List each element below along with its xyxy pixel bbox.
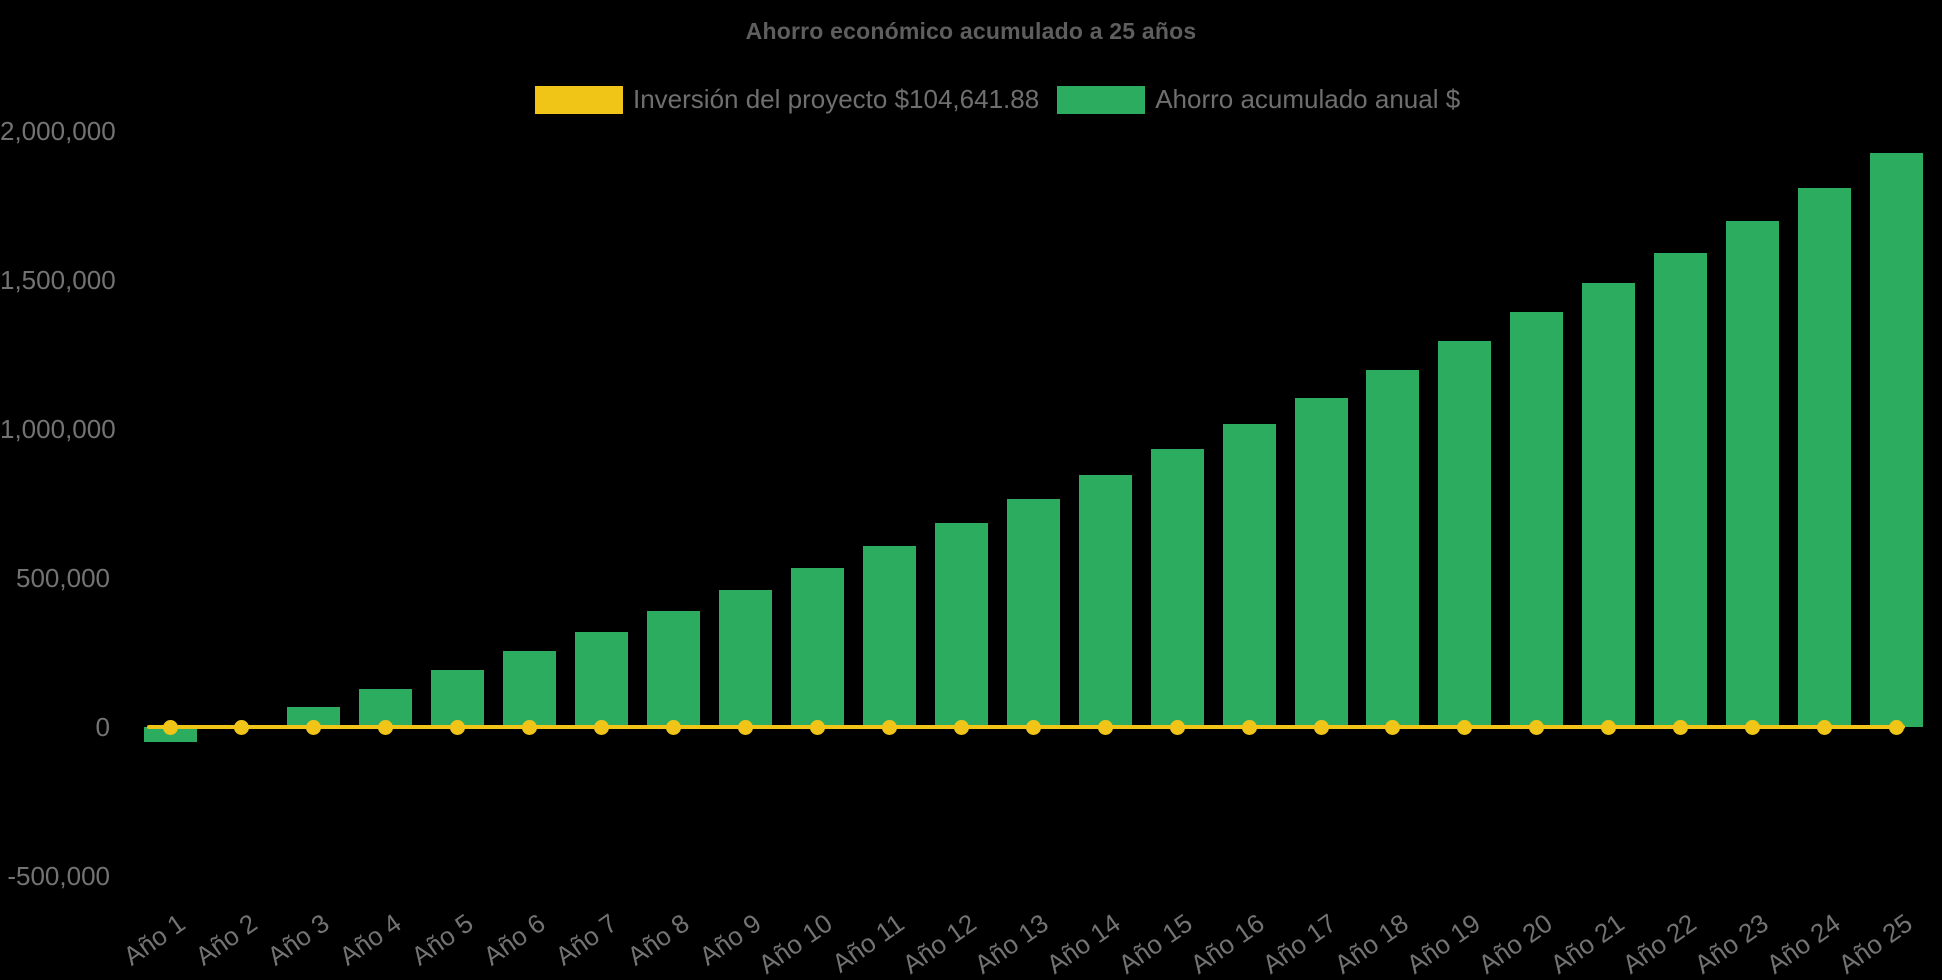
investment-point-año-1[interactable] bbox=[162, 719, 178, 735]
investment-point-año-7[interactable] bbox=[594, 719, 610, 735]
x-axis-label-año-15: Año 15 bbox=[1113, 907, 1198, 980]
bar-año-12[interactable] bbox=[934, 522, 988, 727]
investment-point-año-16[interactable] bbox=[1241, 719, 1257, 735]
x-axis-label-año-20: Año 20 bbox=[1472, 907, 1558, 980]
legend-label-investment: Inversión del proyecto $104,641.88 bbox=[633, 84, 1040, 114]
investment-point-año-14[interactable] bbox=[1097, 719, 1113, 735]
x-axis-label-año-17: Año 17 bbox=[1256, 907, 1342, 980]
investment-point-año-18[interactable] bbox=[1385, 719, 1401, 735]
bar-año-16[interactable] bbox=[1222, 423, 1276, 727]
bar-año-14[interactable] bbox=[1078, 474, 1132, 727]
investment-point-año-6[interactable] bbox=[522, 719, 538, 735]
investment-point-año-10[interactable] bbox=[809, 719, 825, 735]
y-axis-tick-label: 0 bbox=[95, 712, 110, 742]
investment-point-año-15[interactable] bbox=[1169, 719, 1185, 735]
legend: Inversión del proyecto $104,641.88 Ahorr… bbox=[535, 84, 1460, 115]
x-axis-label-año-13: Año 13 bbox=[969, 907, 1054, 980]
bar-año-11[interactable] bbox=[862, 546, 916, 727]
x-axis-label-año-23: Año 23 bbox=[1688, 907, 1774, 980]
x-axis-label-año-2: Año 2 bbox=[189, 907, 263, 972]
investment-point-año-21[interactable] bbox=[1601, 719, 1617, 735]
bar-año-13[interactable] bbox=[1006, 499, 1060, 727]
x-axis-label-año-14: Año 14 bbox=[1041, 907, 1126, 980]
bar-año-3[interactable] bbox=[287, 707, 341, 727]
legend-item-investment[interactable]: Inversión del proyecto $104,641.88 bbox=[535, 84, 1039, 115]
investment-point-año-25[interactable] bbox=[1889, 719, 1905, 735]
y-axis-tick-label: 1,000,000 bbox=[0, 414, 116, 444]
investment-swatch-icon bbox=[535, 85, 623, 114]
legend-label-savings: Ahorro acumulado anual $ bbox=[1155, 84, 1461, 114]
x-axis-label-año-19: Año 19 bbox=[1400, 907, 1486, 980]
x-axis-label-año-21: Año 21 bbox=[1544, 907, 1630, 980]
x-axis-label-año-10: Año 10 bbox=[753, 907, 839, 980]
investment-point-año-19[interactable] bbox=[1457, 719, 1473, 735]
bar-año-22[interactable] bbox=[1654, 252, 1708, 727]
bar-año-19[interactable] bbox=[1438, 341, 1492, 727]
bar-año-25[interactable] bbox=[1870, 153, 1924, 727]
bar-año-5[interactable] bbox=[431, 670, 485, 727]
x-axis-label-año-22: Año 22 bbox=[1616, 907, 1702, 980]
x-axis-label-año-25: Año 25 bbox=[1832, 907, 1918, 980]
investment-point-año-8[interactable] bbox=[666, 719, 682, 735]
investment-point-año-17[interactable] bbox=[1313, 719, 1329, 735]
x-axis-label-año-7: Año 7 bbox=[549, 907, 623, 972]
bar-año-15[interactable] bbox=[1150, 449, 1204, 727]
bar-año-17[interactable] bbox=[1294, 398, 1348, 727]
x-axis-label-año-18: Año 18 bbox=[1328, 907, 1414, 980]
bar-año-8[interactable] bbox=[647, 611, 701, 727]
x-axis-label-año-1: Año 1 bbox=[117, 907, 191, 972]
investment-point-año-20[interactable] bbox=[1529, 719, 1545, 735]
investment-point-año-9[interactable] bbox=[738, 719, 754, 735]
y-axis-tick-label: 2,000,000 bbox=[0, 116, 116, 146]
investment-point-año-22[interactable] bbox=[1673, 719, 1689, 735]
investment-point-año-12[interactable] bbox=[953, 719, 969, 735]
investment-point-año-5[interactable] bbox=[450, 719, 466, 735]
y-axis-tick-label: -500,000 bbox=[7, 861, 110, 891]
bar-año-10[interactable] bbox=[790, 568, 844, 727]
savings-swatch-icon bbox=[1057, 85, 1146, 114]
x-axis-label-año-5: Año 5 bbox=[405, 907, 479, 972]
bar-año-21[interactable] bbox=[1582, 282, 1636, 727]
bar-año-18[interactable] bbox=[1366, 370, 1420, 727]
x-axis-label-año-3: Año 3 bbox=[261, 907, 335, 972]
x-axis-label-año-11: Año 11 bbox=[826, 907, 910, 979]
investment-point-año-11[interactable] bbox=[881, 719, 897, 735]
investment-point-año-23[interactable] bbox=[1745, 719, 1761, 735]
legend-item-savings[interactable]: Ahorro acumulado anual $ bbox=[1057, 84, 1460, 115]
x-axis-label-año-8: Año 8 bbox=[621, 907, 695, 972]
x-axis-label-año-24: Año 24 bbox=[1760, 907, 1846, 980]
x-axis-label-año-12: Año 12 bbox=[897, 907, 982, 980]
x-axis-label-año-16: Año 16 bbox=[1184, 907, 1270, 980]
bar-año-7[interactable] bbox=[575, 631, 629, 727]
investment-point-año-3[interactable] bbox=[306, 719, 322, 735]
y-axis-tick-label: 500,000 bbox=[16, 563, 110, 593]
bar-año-23[interactable] bbox=[1726, 220, 1780, 727]
x-axis-label-año-6: Año 6 bbox=[477, 907, 551, 972]
investment-point-año-4[interactable] bbox=[378, 719, 394, 735]
bar-año-24[interactable] bbox=[1798, 187, 1852, 727]
bar-año-9[interactable] bbox=[719, 590, 773, 727]
investment-point-año-2[interactable] bbox=[234, 719, 250, 735]
x-axis-label-año-4: Año 4 bbox=[333, 907, 407, 972]
investment-point-año-13[interactable] bbox=[1025, 719, 1041, 735]
investment-point-año-24[interactable] bbox=[1817, 719, 1833, 735]
bar-año-20[interactable] bbox=[1510, 312, 1564, 727]
x-axis-label-año-9: Año 9 bbox=[693, 907, 767, 972]
bar-año-6[interactable] bbox=[503, 651, 557, 727]
y-axis-tick-label: 1,500,000 bbox=[0, 265, 116, 295]
chart-title: Ahorro económico acumulado a 25 años bbox=[745, 18, 1197, 44]
